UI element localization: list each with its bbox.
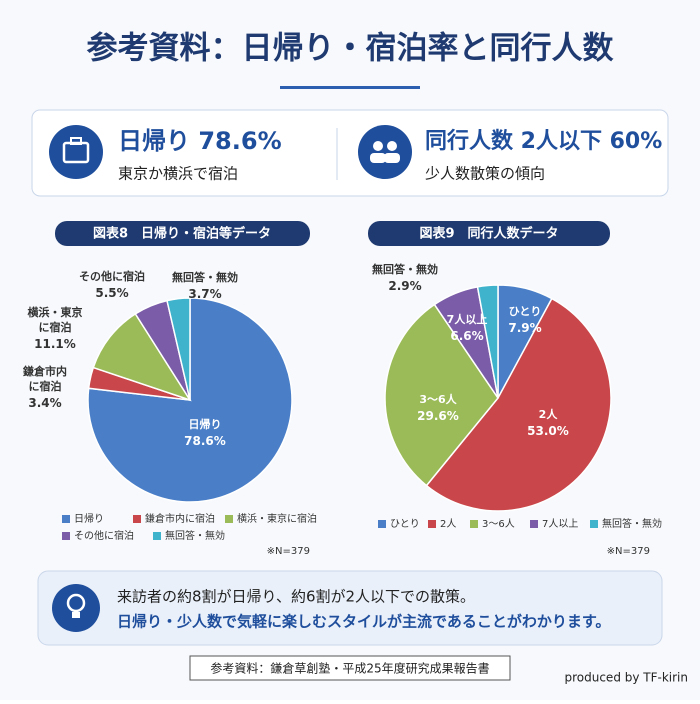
credit: produced by TF-kirin — [564, 671, 688, 685]
chart-note: ※N=379 — [607, 546, 650, 557]
title-underline — [280, 86, 420, 89]
slice-label-line: 鎌倉市内 — [22, 364, 67, 378]
summary-line: 来訪者の約8割が日帰り、約6割が2人以下での散策。 — [117, 588, 475, 606]
slice-label-line: に宿泊 — [29, 379, 62, 393]
legend-swatch — [153, 532, 161, 540]
slice-label-line: 2人 — [539, 407, 559, 421]
slice-label: 横浜・東京に宿泊 11.1% — [28, 305, 83, 351]
legend-label: 横浜・東京に宿泊 — [237, 512, 317, 525]
legend-label: 2人 — [440, 518, 456, 530]
legend-swatch — [590, 520, 598, 528]
bulb-shape — [66, 593, 86, 613]
legend-swatch — [62, 515, 70, 523]
person-head — [373, 141, 383, 151]
highlight-box — [31, 109, 669, 197]
slice-label: 無回答・無効 3.7% — [172, 270, 238, 301]
person-body — [370, 153, 386, 163]
chart-title: 図表9 同行人数データ — [419, 226, 558, 242]
person-body — [384, 153, 400, 163]
highlight-subtitle: 東京か横浜で宿泊 — [118, 165, 238, 183]
legend-label: ひとり — [390, 518, 420, 530]
person-head — [387, 141, 397, 151]
slice-label: 無回答・無効 2.9% — [372, 262, 438, 293]
pie-slice — [425, 297, 612, 512]
legend-label: 日帰り — [74, 512, 104, 525]
source-box — [189, 655, 511, 681]
value-label: 2.9% — [388, 279, 421, 293]
summary-line: 日帰り・少人数で気軽に楽しむスタイルが主流であることがわかります。 — [117, 613, 610, 631]
slice-label-line: 無回答・無効 — [372, 262, 438, 276]
slice-label: 2人 53.0% — [527, 407, 569, 438]
slice-label: ひとり 7.9% — [508, 305, 541, 335]
slice-label-line: その他に宿泊 — [79, 269, 145, 283]
suitcase-handle — [70, 137, 82, 145]
slice-label-line: 3〜6人 — [419, 392, 457, 406]
suitcase-icon — [49, 125, 103, 179]
value-label: 6.6% — [450, 329, 483, 343]
slice-label-line: 7人以上 — [447, 312, 488, 326]
slice-label: 鎌倉市内に宿泊 3.4% — [22, 364, 67, 410]
pie-slice — [476, 284, 499, 399]
source: 参考資料：鎌倉草創塾・平成25年度研究成果報告書 — [210, 661, 489, 676]
slice-label: 3〜6人 29.6% — [417, 392, 459, 423]
legend-label: 7人以上 — [542, 518, 578, 530]
legend-swatch — [133, 515, 141, 523]
highlight-title: 同行人数 2人以下 60% — [425, 128, 662, 154]
value-label: 78.6% — [184, 434, 226, 448]
chart-note: ※N=379 — [267, 546, 310, 557]
people-icon — [358, 125, 412, 179]
value-label: 29.6% — [417, 409, 459, 423]
legend-swatch — [378, 520, 386, 528]
legend-swatch — [225, 515, 233, 523]
chart-title-pill — [55, 221, 310, 246]
value-label: 7.9% — [508, 321, 541, 335]
value-label: 3.4% — [28, 396, 61, 410]
slice-label-line: ひとり — [509, 305, 542, 318]
legend-label: その他に宿泊 — [74, 529, 134, 542]
legend-label: 3〜6人 — [482, 518, 515, 530]
summary-box — [37, 570, 663, 646]
highlight-subtitle: 少人数散策の傾向 — [425, 165, 545, 183]
bulb-base — [72, 612, 80, 618]
slice-label-line: 無回答・無効 — [172, 270, 238, 284]
value-label: 3.7% — [188, 287, 221, 301]
legend-label: 鎌倉市内に宿泊 — [145, 512, 215, 525]
chart-title-pill — [368, 221, 610, 246]
value-label: 11.1% — [34, 337, 76, 351]
slice-label: 7人以上 6.6% — [447, 312, 488, 343]
pie-slice — [92, 312, 192, 402]
legend-swatch — [530, 520, 538, 528]
pie-slice — [166, 297, 191, 401]
slice-label-line: 横浜・東京 — [28, 305, 83, 319]
legend-swatch — [470, 520, 478, 528]
pie-slice — [384, 303, 499, 487]
slice-label: 日帰り 78.6% — [184, 417, 226, 448]
legend-label: 無回答・無効 — [602, 517, 662, 530]
value-label: 53.0% — [527, 424, 569, 438]
highlight-title: 日帰り 78.6% — [118, 127, 282, 155]
legend-swatch — [62, 532, 70, 540]
legend-label: 無回答・無効 — [165, 529, 225, 542]
page-title: 参考資料：日帰り・宿泊率と同行人数 — [87, 31, 614, 67]
slice-label-line: 日帰り — [189, 417, 222, 431]
bulb-icon — [52, 584, 100, 632]
slice-label-line: に宿泊 — [39, 320, 72, 334]
slice-label: その他に宿泊 5.5% — [79, 269, 145, 300]
value-label: 5.5% — [95, 286, 128, 300]
chart-title: 図表8 日帰り・宿泊等データ — [93, 226, 271, 242]
legend-swatch — [428, 520, 436, 528]
